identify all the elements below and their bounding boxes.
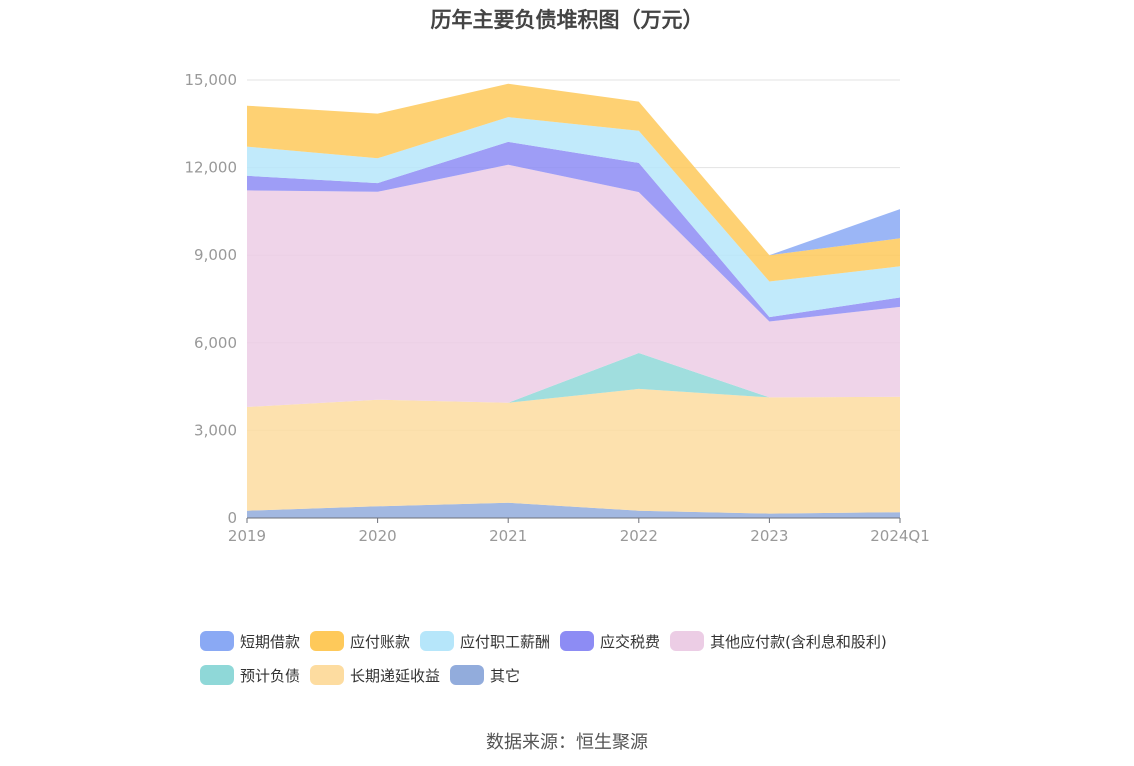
x-tick-label: 2022 xyxy=(620,527,658,545)
area-series xyxy=(247,83,900,518)
legend: 短期借款 应付账款 应付职工薪酬 应交税费 其他应付款(含利息和股利) 预计负债 长期递延收… xyxy=(200,630,960,698)
legend-swatch xyxy=(450,665,485,685)
legend-label: 其它 xyxy=(490,666,521,685)
stacked-area-chart: 0 3,000 6,000 9,000 12,000 15,000 2019 2020 2021… xyxy=(185,71,930,545)
axes: 0 3,000 6,000 9,000 12,000 15,000 2019 2020 2021… xyxy=(185,71,930,545)
y-tick-label: 0 xyxy=(227,509,237,527)
area-预计负债 xyxy=(247,353,900,407)
legend-label: 其他应付款(含利息和股利) xyxy=(710,632,887,651)
legend-swatch xyxy=(200,631,234,651)
legend-item[interactable]: 应付职工薪酬 xyxy=(420,630,550,652)
legend-item[interactable]: 应交税费 xyxy=(560,630,660,652)
legend-item[interactable]: 预计负债 xyxy=(200,664,300,686)
legend-swatch xyxy=(310,631,345,651)
chart-title: 历年主要负债堆积图（万元） xyxy=(430,8,704,32)
y-tick-label: 9,000 xyxy=(194,246,237,264)
y-tick-label: 3,000 xyxy=(194,421,237,439)
legend-swatch xyxy=(560,631,595,651)
x-tick-label: 2023 xyxy=(750,527,788,545)
y-tick-label: 15,000 xyxy=(185,71,238,89)
legend-item[interactable]: 其它 xyxy=(450,664,520,686)
y-tick-label: 6,000 xyxy=(194,334,237,352)
x-tick-label: 2024Q1 xyxy=(870,527,930,545)
area-应付职工薪酬 xyxy=(247,117,900,318)
area-其它 xyxy=(247,502,900,518)
y-tick-label: 12,000 xyxy=(185,159,238,177)
x-tick-label: 2019 xyxy=(228,527,266,545)
legend-label: 长期递延收益 xyxy=(350,666,441,685)
area-长期递延收益 xyxy=(247,388,900,514)
legend-label: 应付职工薪酬 xyxy=(460,632,551,651)
legend-label: 短期借款 xyxy=(240,632,301,651)
legend-item[interactable]: 长期递延收益 xyxy=(310,664,440,686)
area-短期借款 xyxy=(247,83,900,256)
legend-swatch xyxy=(420,631,455,651)
source-note: 数据来源：恒生聚源 xyxy=(486,732,648,753)
legend-label: 预计负债 xyxy=(240,666,301,685)
legend-label: 应交税费 xyxy=(600,632,661,651)
legend-item[interactable]: 应付账款 xyxy=(310,630,410,652)
legend-swatch xyxy=(310,665,345,685)
legend-item[interactable]: 其他应付款(含利息和股利) xyxy=(670,630,887,652)
legend-label: 应付账款 xyxy=(350,632,411,651)
legend-item[interactable]: 短期借款 xyxy=(200,630,300,652)
x-tick-label: 2021 xyxy=(489,527,527,545)
legend-swatch xyxy=(200,665,234,685)
area-应付账款 xyxy=(247,83,900,282)
area-其他应付款(含利息和股利) xyxy=(247,164,900,407)
legend-swatch xyxy=(670,631,705,651)
x-tick-label: 2020 xyxy=(359,527,397,545)
area-应交税费 xyxy=(247,141,900,322)
